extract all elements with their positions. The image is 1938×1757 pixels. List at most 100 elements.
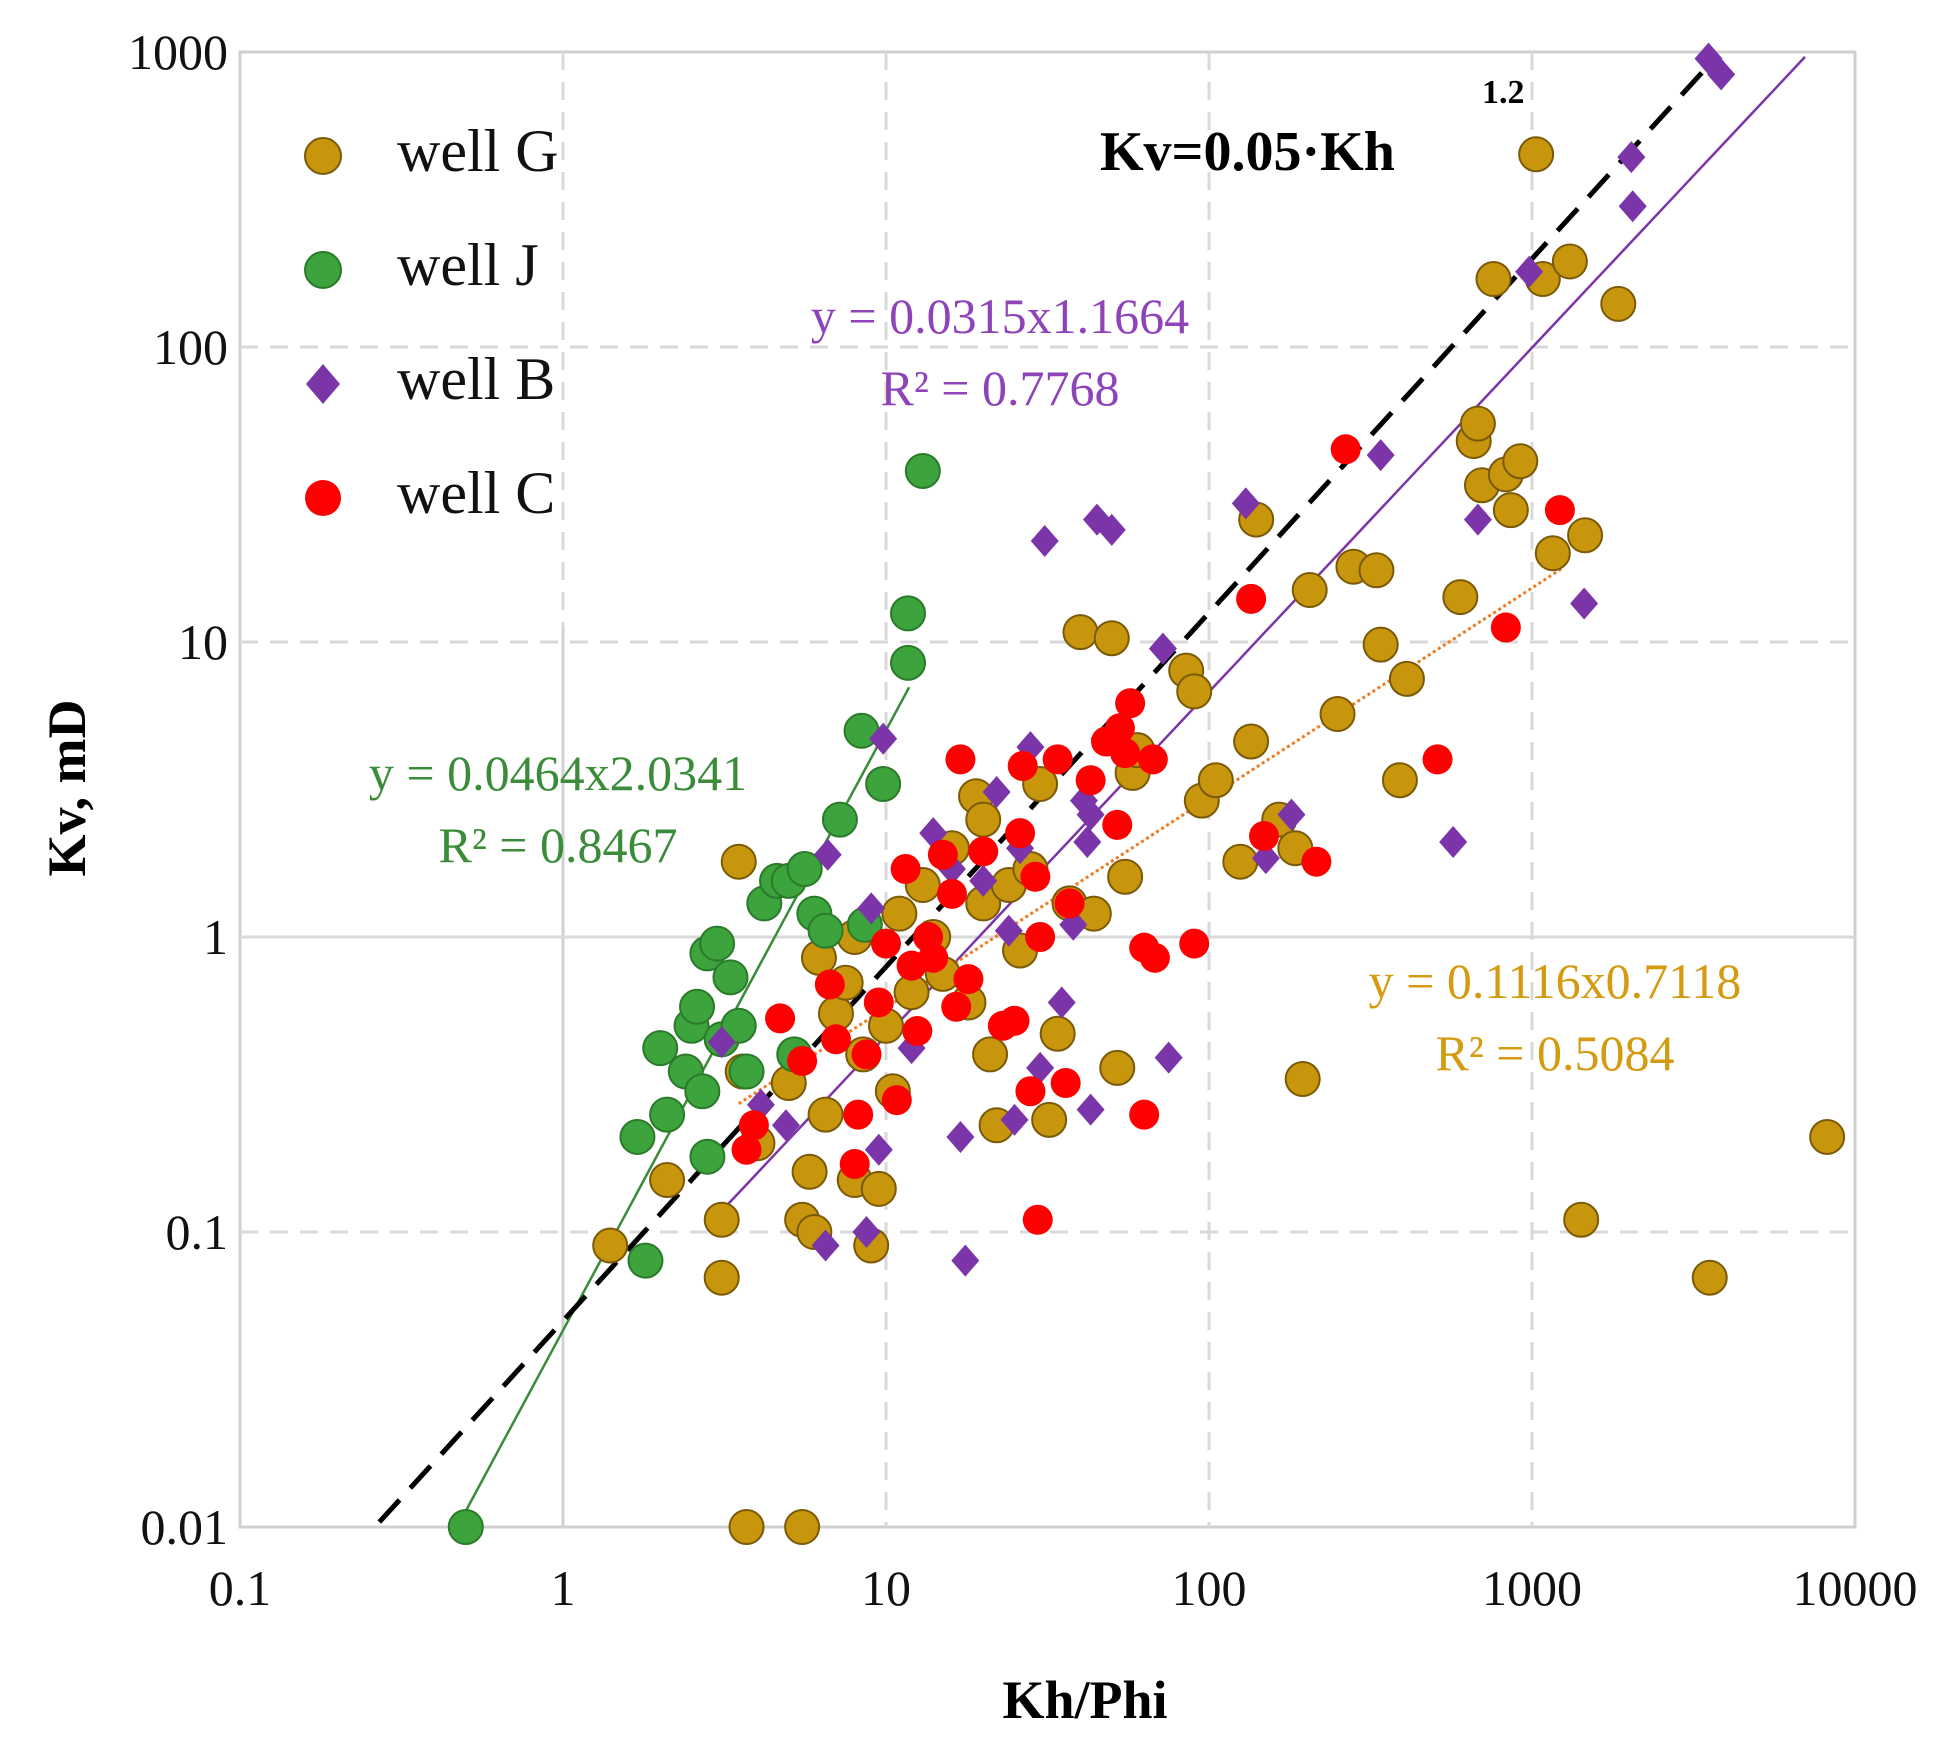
data-point bbox=[951, 1244, 980, 1277]
data-point bbox=[968, 836, 999, 867]
data-point bbox=[807, 912, 844, 949]
data-point bbox=[814, 969, 845, 1000]
data-point bbox=[1007, 750, 1038, 781]
data-point bbox=[1176, 673, 1213, 710]
data-point bbox=[1502, 443, 1539, 480]
data-point bbox=[787, 1045, 818, 1076]
data-point bbox=[881, 895, 918, 932]
data-point bbox=[1050, 1067, 1081, 1098]
data-point bbox=[1148, 632, 1177, 665]
data-point bbox=[1231, 487, 1260, 520]
data-point bbox=[1073, 825, 1102, 858]
data-point bbox=[728, 1053, 765, 1090]
data-point bbox=[1366, 439, 1395, 472]
data-point bbox=[1075, 765, 1106, 796]
data-point bbox=[863, 987, 894, 1018]
data-point bbox=[1388, 660, 1425, 697]
data-point bbox=[1179, 928, 1210, 959]
x-tick-label: 100 bbox=[1172, 1560, 1247, 1616]
data-point bbox=[592, 1227, 629, 1264]
data-point bbox=[1031, 1101, 1068, 1138]
data-point bbox=[1251, 842, 1280, 875]
data-point bbox=[1617, 141, 1646, 174]
data-point bbox=[881, 1085, 912, 1116]
data-point bbox=[1463, 503, 1492, 536]
data-point bbox=[918, 942, 949, 973]
data-point bbox=[1551, 243, 1588, 280]
x-tick-label: 1 bbox=[551, 1560, 576, 1616]
data-point bbox=[1102, 809, 1133, 840]
data-point bbox=[1544, 495, 1575, 526]
data-point bbox=[1319, 696, 1356, 733]
data-point bbox=[1104, 713, 1135, 744]
data-point bbox=[890, 595, 927, 632]
data-point bbox=[1459, 405, 1496, 442]
data-point bbox=[1362, 626, 1399, 663]
well-b-trend-equation: y = 0.0315x1.1664 bbox=[811, 288, 1189, 344]
data-point bbox=[1707, 58, 1736, 91]
data-point bbox=[784, 1509, 821, 1545]
data-point bbox=[904, 452, 941, 489]
data-point bbox=[1097, 513, 1126, 546]
data-point bbox=[679, 988, 716, 1025]
data-point bbox=[807, 1096, 844, 1133]
data-point bbox=[890, 854, 921, 885]
data-point bbox=[1076, 798, 1105, 831]
data-point bbox=[864, 1133, 893, 1166]
data-point bbox=[1030, 524, 1059, 557]
data-point bbox=[941, 991, 972, 1022]
data-point bbox=[720, 843, 757, 880]
y-axis-title: Kv, mD bbox=[37, 699, 97, 876]
data-point bbox=[1291, 572, 1328, 609]
data-point bbox=[1025, 922, 1056, 952]
reference-line-label: Kv=0.05·Kh bbox=[1100, 121, 1395, 183]
data-point bbox=[1015, 1076, 1046, 1107]
data-point bbox=[972, 1036, 1009, 1073]
data-point bbox=[1515, 255, 1544, 288]
data-point bbox=[869, 722, 898, 755]
data-point bbox=[1422, 744, 1453, 775]
data-point bbox=[786, 851, 823, 888]
data-point bbox=[902, 1016, 933, 1047]
data-point bbox=[1492, 492, 1529, 529]
data-point bbox=[1093, 620, 1130, 657]
data-point bbox=[1042, 744, 1073, 775]
data-point bbox=[936, 878, 967, 909]
legend-marker-well-j bbox=[304, 251, 342, 289]
reference-line-exponent: 1.2 bbox=[1482, 74, 1525, 111]
well-b-trend-r2: R² = 0.7768 bbox=[880, 360, 1119, 416]
data-point bbox=[1233, 723, 1270, 760]
data-point bbox=[1137, 744, 1168, 775]
data-point bbox=[731, 1134, 762, 1165]
data-point bbox=[860, 1170, 897, 1207]
data-points bbox=[447, 42, 1846, 1545]
data-point bbox=[1022, 1204, 1053, 1235]
data-point bbox=[765, 1003, 796, 1034]
well-j-trend-r2: R² = 0.8467 bbox=[438, 817, 677, 873]
data-point bbox=[999, 1005, 1030, 1036]
data-point bbox=[649, 1162, 686, 1199]
legend-label-well-g: well G bbox=[397, 118, 559, 184]
data-point bbox=[1330, 434, 1361, 465]
data-point bbox=[1518, 136, 1555, 173]
data-point bbox=[1442, 579, 1479, 616]
well-g-trend-r2: R² = 0.5084 bbox=[1435, 1025, 1674, 1081]
data-point bbox=[813, 838, 842, 871]
x-tick-label: 1000 bbox=[1482, 1560, 1582, 1616]
data-point bbox=[851, 1039, 882, 1070]
data-point bbox=[1567, 517, 1604, 554]
data-point bbox=[728, 1509, 765, 1545]
x-tick-label: 10000 bbox=[1793, 1560, 1918, 1616]
data-point bbox=[684, 1073, 721, 1110]
annotations: Kv=0.05·Kh 1.2 y = 0.0315x1.1664 R² = 0.… bbox=[369, 74, 1741, 1081]
data-point bbox=[820, 1024, 851, 1055]
data-point bbox=[720, 1007, 757, 1044]
data-point bbox=[811, 1229, 840, 1262]
y-tick-label: 100 bbox=[153, 319, 228, 375]
data-point bbox=[982, 776, 1011, 809]
data-point bbox=[994, 914, 1023, 947]
data-point bbox=[1110, 738, 1141, 769]
data-point bbox=[738, 1110, 769, 1141]
